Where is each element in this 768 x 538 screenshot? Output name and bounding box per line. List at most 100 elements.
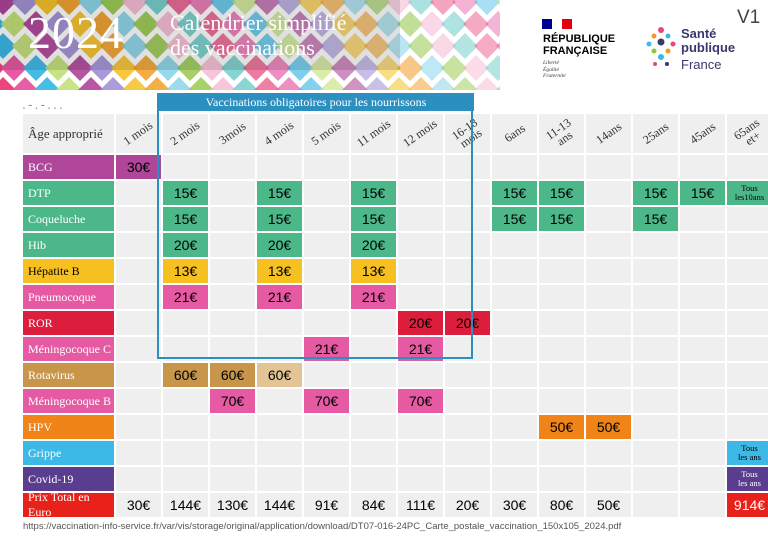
mosaic-tile <box>89 11 115 37</box>
price-cell <box>492 155 537 179</box>
mosaic-tile <box>78 33 104 59</box>
price-cell: 70€ <box>398 389 443 413</box>
price-cell <box>680 363 725 387</box>
price-cell <box>304 415 349 439</box>
price-cell <box>680 207 725 231</box>
price-cell: 20€ <box>351 233 396 257</box>
total-cell <box>680 493 725 517</box>
price-cell <box>257 467 302 491</box>
age-header: 3mois <box>210 114 255 153</box>
mosaic-tile <box>199 11 225 37</box>
price-cell <box>445 337 490 361</box>
price-cell <box>633 389 678 413</box>
price-cell <box>492 259 537 283</box>
price-cell <box>163 389 208 413</box>
mosaic-tile <box>155 55 181 81</box>
mosaic-tile <box>254 77 280 90</box>
mosaic-tile <box>199 55 225 81</box>
price-cell <box>210 441 255 465</box>
price-cell <box>257 155 302 179</box>
age-header-text: 11-13 ans <box>542 114 575 148</box>
mosaic-tile <box>331 11 357 37</box>
price-cell <box>445 363 490 387</box>
age-header: 45ans <box>680 114 725 153</box>
price-cell <box>445 181 490 205</box>
price-cell: 15€ <box>257 207 302 231</box>
total-label: Prix Total en Euro <box>23 490 114 519</box>
age-header: 12 mois <box>398 114 443 153</box>
mosaic-tile <box>45 55 71 81</box>
mosaic-tile <box>364 77 390 90</box>
price-cell: 15€ <box>163 181 208 205</box>
price-cell <box>492 337 537 361</box>
price-cell: 13€ <box>257 259 302 283</box>
total-cell <box>633 493 678 517</box>
vaccine-label: Rotavirus <box>23 363 114 387</box>
price-cell <box>116 441 161 465</box>
mosaic-tile <box>276 77 302 90</box>
mosaic-tile <box>210 0 236 15</box>
price-cell <box>116 233 161 257</box>
sp-name-line2: publique <box>681 40 736 55</box>
price-cell <box>210 233 255 257</box>
mosaic-tile <box>320 33 346 59</box>
price-cell <box>398 259 443 283</box>
price-cell: 70€ <box>210 389 255 413</box>
price-cell <box>633 415 678 439</box>
price-cell <box>492 467 537 491</box>
mosaic-tile <box>67 11 93 37</box>
mosaic-tile <box>463 55 489 81</box>
price-cell <box>445 389 490 413</box>
mosaic-tile <box>34 0 60 15</box>
vaccine-label: Coqueluche <box>23 207 114 231</box>
mosaic-tile <box>221 55 247 81</box>
age-header-text: 16-18 mois <box>448 114 484 151</box>
mosaic-tile <box>144 0 170 15</box>
mosaic-tile <box>144 77 170 90</box>
age-header: 1 mois <box>116 114 161 153</box>
price-cell: 20€ <box>257 233 302 257</box>
price-cell <box>680 155 725 179</box>
mosaic-tile <box>342 0 368 15</box>
mosaic-tile <box>34 33 60 59</box>
price-cell: 15€ <box>351 207 396 231</box>
mosaic-tile <box>485 55 500 81</box>
price-cell <box>727 337 768 361</box>
vaccine-label: Méningocoque C <box>23 337 114 361</box>
price-cell: 60€ <box>257 363 302 387</box>
mosaic-tile <box>463 11 489 37</box>
mosaic-tile <box>166 0 192 15</box>
price-cell <box>727 259 768 283</box>
mosaic-tile <box>166 77 192 90</box>
price-cell <box>351 389 396 413</box>
mosaic-tile <box>12 0 38 15</box>
price-cell: 21€ <box>351 285 396 309</box>
price-cell <box>633 337 678 361</box>
price-cell: 15€ <box>633 181 678 205</box>
mosaic-tile <box>309 55 335 81</box>
price-cell <box>116 415 161 439</box>
price-cell <box>586 337 631 361</box>
price-cell <box>398 467 443 491</box>
total-cell: 144€ <box>163 493 208 517</box>
vaccine-label: DTP <box>23 181 114 205</box>
price-cell: 20€ <box>445 311 490 335</box>
price-cell <box>445 415 490 439</box>
price-cell <box>586 259 631 283</box>
version-label: V1 <box>737 7 761 28</box>
mosaic-tile <box>56 0 82 15</box>
price-cell <box>586 311 631 335</box>
price-cell <box>304 155 349 179</box>
mosaic-tile <box>408 33 434 59</box>
price-cell <box>210 181 255 205</box>
price-cell: 20€ <box>398 311 443 335</box>
price-cell: 20€ <box>163 233 208 257</box>
mosaic-tile <box>0 77 16 90</box>
mosaic-tile <box>111 55 137 81</box>
mosaic-tile <box>474 0 500 15</box>
mosaic-tile <box>23 55 49 81</box>
price-cell <box>445 467 490 491</box>
price-cell <box>116 389 161 413</box>
mosaic-tile <box>441 55 467 81</box>
mosaic-tile <box>0 33 16 59</box>
